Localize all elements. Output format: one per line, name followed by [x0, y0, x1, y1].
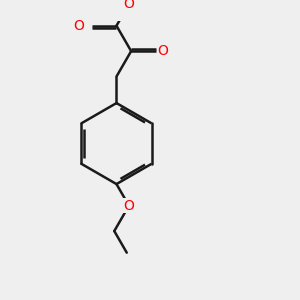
Text: O: O: [124, 199, 134, 213]
Text: O: O: [158, 44, 169, 58]
Text: O: O: [74, 19, 85, 33]
Text: O: O: [124, 0, 134, 11]
